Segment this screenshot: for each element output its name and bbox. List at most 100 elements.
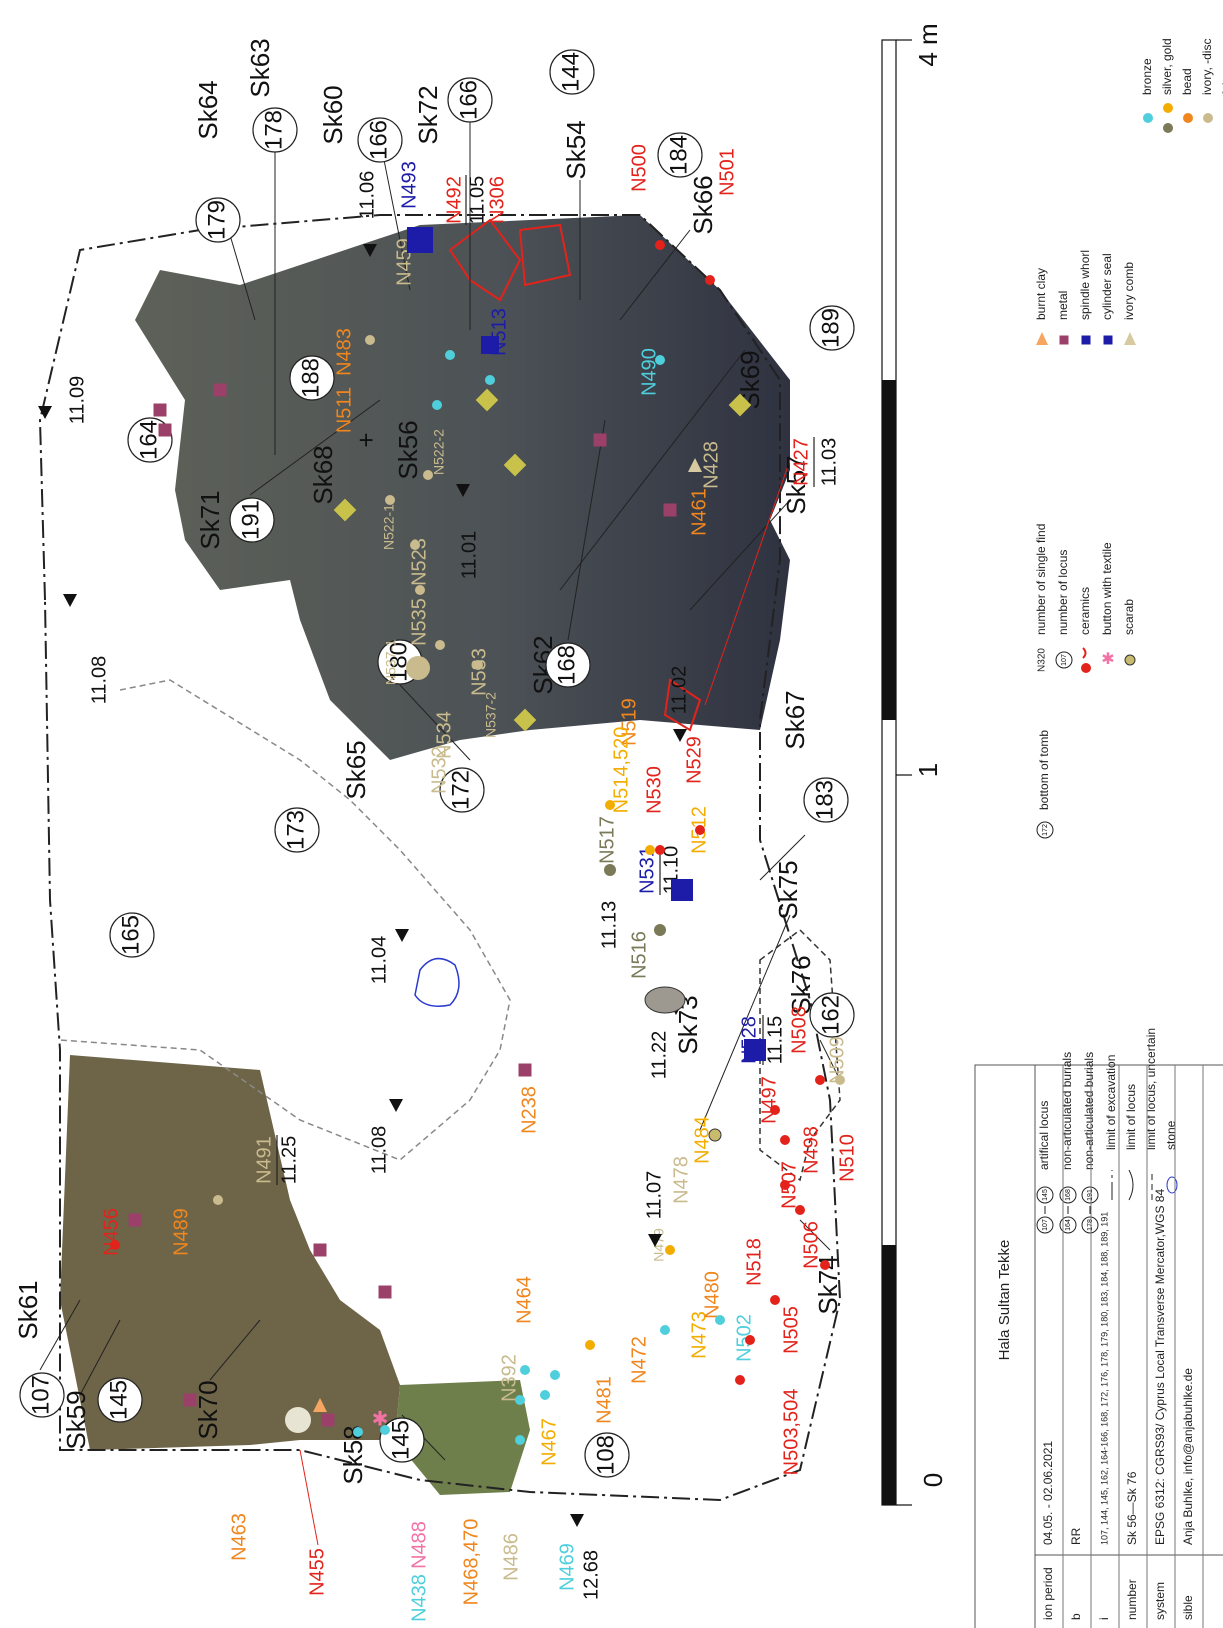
find-marker: [313, 1243, 327, 1257]
find-label: N530: [643, 766, 665, 814]
find-marker: [432, 400, 442, 410]
locus-circle: [439, 767, 485, 813]
find-marker: [475, 388, 499, 412]
leader-line: [229, 234, 256, 321]
info-value: RR: [1069, 1527, 1083, 1545]
find-marker: [385, 495, 395, 505]
find-marker: [585, 1340, 595, 1350]
find-marker: [770, 1295, 780, 1305]
locus-circle: [803, 777, 849, 823]
info-title: Hala Sultan Tekke: [996, 1240, 1013, 1361]
elevation-label: 11.04: [368, 936, 390, 985]
find-marker: [128, 1213, 142, 1227]
locus-circle: [97, 1377, 143, 1423]
legend-marker: [1036, 821, 1054, 839]
leader-line: [567, 419, 606, 641]
find-label: 11.03: [818, 438, 840, 487]
find-label: N486: [500, 1533, 522, 1581]
locus-number: 144: [557, 52, 584, 92]
legend-label: silver, gold: [1160, 38, 1174, 95]
info-label: b: [1069, 1613, 1083, 1620]
legend-marker: [1128, 1169, 1134, 1201]
skeleton-label: Sk64: [193, 80, 223, 139]
find-label: N519: [618, 698, 640, 746]
find-label: N478: [670, 1156, 692, 1204]
find-label: N490: [638, 348, 660, 396]
excavation-photo: [60, 1055, 400, 1450]
skeleton-label: Sk72: [413, 85, 443, 144]
locus-number: 162: [817, 995, 844, 1035]
find-label: N491: [253, 1136, 275, 1184]
find-label: N464: [513, 1276, 535, 1324]
info-value: 04.05. - 02.06.2021: [1041, 1441, 1055, 1545]
legend-marker: [1055, 651, 1073, 669]
info-label: sible: [1181, 1595, 1195, 1620]
skeleton-label: Sk60: [318, 85, 348, 144]
locus-number: 108: [592, 1435, 619, 1475]
skeleton-label: Sk57: [781, 455, 811, 514]
find-marker: [665, 1245, 675, 1255]
legend-label: non-articulated burials: [1060, 1052, 1074, 1170]
stone: [414, 957, 460, 1007]
skeleton-label: Sk68: [308, 445, 338, 504]
find-marker: [715, 1315, 725, 1325]
locus-circle: [545, 642, 591, 688]
find-marker: [660, 1325, 670, 1335]
find-marker: [780, 1135, 790, 1145]
locus-circle: [379, 1417, 425, 1463]
skeleton-label: Sk59: [61, 1390, 91, 1449]
locus-circle: [289, 355, 335, 401]
find-label: N306: [486, 176, 508, 224]
locus-number: 184: [665, 135, 692, 175]
elevation-marker: [63, 594, 77, 607]
legend-label: cylinder seal: [1100, 253, 1114, 320]
legend-label: scarab: [1122, 599, 1136, 635]
find-label: N506: [800, 1221, 822, 1269]
find-label: N511: [333, 387, 355, 433]
legend-key: 172: [1042, 824, 1049, 836]
find-label: N500: [628, 144, 650, 192]
elevation-label: 11.07: [643, 1171, 665, 1220]
legend-marker: [1081, 1216, 1099, 1234]
find-marker: [735, 1375, 745, 1385]
legend-key: 145: [1042, 1189, 1049, 1201]
elevation-marker: [570, 1514, 584, 1527]
find-marker: [655, 355, 665, 365]
find-marker: [520, 1365, 530, 1375]
legend-label: button with textile: [1100, 542, 1114, 635]
scale-label: 0: [918, 1473, 948, 1487]
find-marker: [605, 800, 615, 810]
skeleton-label: Sk56: [393, 420, 423, 479]
find-marker: [593, 433, 607, 447]
find-label: N518: [743, 1238, 765, 1286]
find-marker: [435, 640, 445, 650]
elevation-marker: [38, 406, 52, 419]
locus-number: 172: [447, 770, 474, 810]
find-label: N498: [800, 1126, 822, 1174]
find-marker: [835, 1075, 845, 1085]
locus-number: 145: [387, 1420, 414, 1460]
skeleton-label: Sk54: [561, 120, 591, 179]
find-label: N505: [780, 1306, 802, 1354]
legend-label: metal: [1056, 291, 1070, 320]
locus-circle: [657, 132, 703, 178]
legend-label: bottom of tomb: [1037, 730, 1051, 810]
locus-number: 179: [203, 200, 230, 240]
legend-key: 178: [1087, 1219, 1094, 1231]
find-label: N534: [433, 711, 455, 759]
info-value: Anja Buhlke, info@anjabuhlke.de: [1181, 1368, 1195, 1545]
find-label: N481: [593, 1376, 615, 1424]
find-marker: [153, 403, 167, 417]
legend-marker: [1036, 332, 1048, 345]
legend-label: spindle whorl: [1078, 250, 1092, 320]
find-marker: [321, 1413, 335, 1427]
limit-of-excavation: [38, 214, 842, 1502]
legend-key: 107: [1061, 654, 1068, 666]
find-marker: [745, 1335, 755, 1345]
find-label: N428: [700, 441, 722, 489]
find-marker: [481, 336, 499, 354]
find-marker: [695, 825, 705, 835]
find-marker: [473, 660, 483, 670]
find-marker: [1081, 663, 1091, 673]
